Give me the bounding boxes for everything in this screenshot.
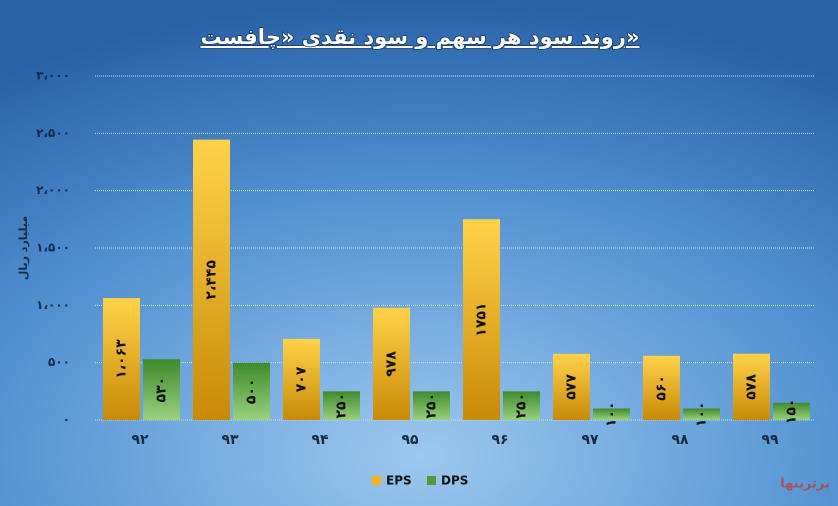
bar <box>233 362 270 420</box>
chart-title: روند سود هر سهم و سود نقدی «چافست» <box>200 25 639 49</box>
bar <box>773 402 810 420</box>
bar <box>283 338 320 420</box>
y-tick-label: ۱،۵۰۰ <box>36 241 70 255</box>
value-label: ۵۷۸ <box>744 374 760 400</box>
x-tick-label: ۹۴ <box>311 432 329 448</box>
value-label: ۵۰۰ <box>244 379 260 405</box>
bar <box>503 391 540 420</box>
x-tick-label: ۹۹ <box>761 432 779 448</box>
x-tick-label: ۹۷ <box>581 432 599 448</box>
legend-label: EPS <box>386 474 412 488</box>
value-label: ۵۳۰ <box>154 377 170 403</box>
value-label: ۵۷۷ <box>564 374 580 400</box>
bar <box>323 391 360 420</box>
value-label: ۱۰۰ <box>694 401 710 427</box>
bar <box>103 298 140 420</box>
value-label: ۱،۰۶۳ <box>114 339 130 379</box>
legend-label: DPS <box>441 474 468 488</box>
value-label: ۲۵۰ <box>514 393 530 419</box>
x-tick-label: ۹۶ <box>491 432 508 448</box>
value-label: ۱۷۵۱ <box>474 303 490 337</box>
x-tick-label: ۹۸ <box>671 432 689 448</box>
bar <box>733 353 770 420</box>
value-label: ۱۰۰ <box>604 401 620 427</box>
value-label: ۷۰۷ <box>294 366 310 392</box>
value-label: ۵۶۰ <box>654 375 670 401</box>
value-label: ۹۷۸ <box>384 351 400 377</box>
value-label: ۲۵۰ <box>334 393 350 419</box>
legend-swatch <box>372 476 381 485</box>
y-tick-label: ۳،۰۰۰ <box>36 69 70 83</box>
y-tick-label: ۲،۵۰۰ <box>36 126 70 140</box>
bar <box>463 219 500 420</box>
y-axis-label: میلیارد ریال <box>17 216 30 280</box>
value-label: ۲،۴۴۵ <box>204 260 220 300</box>
bar <box>553 353 590 420</box>
y-tick-label: ۱،۰۰۰ <box>36 298 70 312</box>
y-tick-label: ۲،۰۰۰ <box>36 183 70 197</box>
bar <box>143 359 180 420</box>
value-label: ۲۵۰ <box>424 393 440 419</box>
x-tick-label: ۹۵ <box>401 432 419 448</box>
bar <box>193 139 230 420</box>
bar <box>683 408 720 420</box>
y-tick-label: ۰ <box>63 413 70 427</box>
x-tick-label: ۹۳ <box>221 432 239 448</box>
bar <box>373 307 410 420</box>
y-tick-label: ۵۰۰ <box>48 355 70 369</box>
watermark: برترینها <box>780 477 830 492</box>
x-tick-label: ۹۲ <box>131 432 149 448</box>
legend-swatch <box>427 476 436 485</box>
bar <box>643 355 680 420</box>
value-label: ۱۵۰ <box>784 399 800 425</box>
bar <box>413 391 450 420</box>
bar <box>593 408 630 420</box>
